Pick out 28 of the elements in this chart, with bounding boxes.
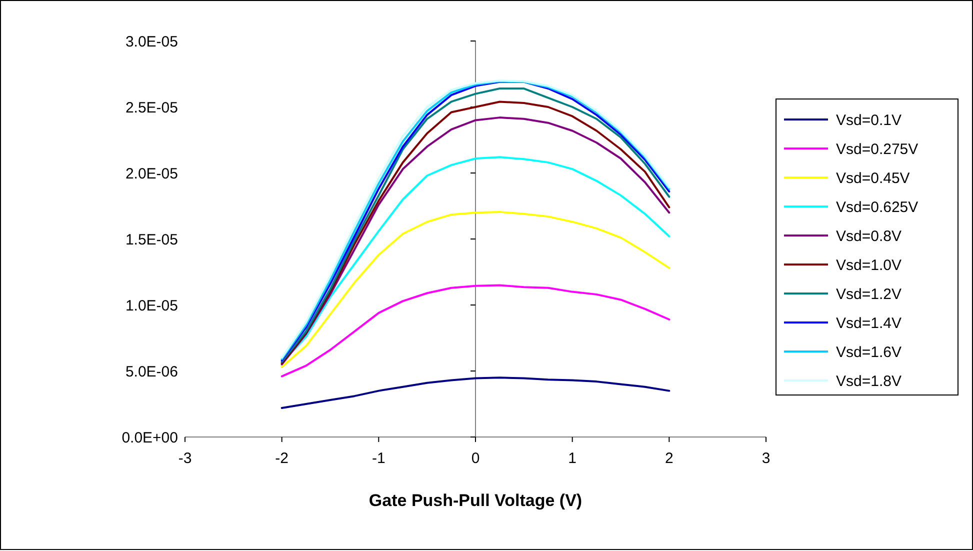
- legend-label: Vsd=0.1V: [836, 112, 902, 129]
- line-series: [280, 284, 670, 378]
- legend-label: Vsd=0.45V: [836, 170, 910, 187]
- line-series: [280, 376, 670, 409]
- legend-label: Vsd=1.0V: [836, 256, 902, 274]
- y-tick-label: 1.0E-05: [125, 297, 178, 314]
- legend-label: Vsd=1.4V: [836, 314, 902, 332]
- y-tick-label: 2.5E-05: [125, 99, 178, 116]
- legend-label: Vsd=1.8V: [836, 372, 902, 390]
- x-tick-label: -3: [178, 450, 192, 467]
- y-tick-label: 2.0E-05: [125, 165, 178, 182]
- x-tick-label: 2: [664, 450, 674, 467]
- x-tick-label: 3: [762, 450, 770, 467]
- x-tick-label: -2: [275, 450, 289, 467]
- x-tick-label: 0: [471, 450, 480, 467]
- legend-label: Vsd=1.2V: [836, 286, 902, 303]
- line-series: [280, 210, 670, 368]
- x-tick-label: -1: [372, 450, 386, 467]
- y-tick-label: 1.5E-05: [125, 231, 178, 248]
- y-tick-label: 0.0E+00: [122, 429, 178, 446]
- legend-label: Vsd=0.625V: [836, 198, 918, 216]
- y-tick-label: 5.0E-06: [125, 363, 178, 380]
- legend-label: Vsd=0.275V: [836, 140, 918, 158]
- legend-label: Vsd=1.6V: [836, 344, 902, 361]
- y-tick-label: 3.0E-05: [125, 33, 178, 50]
- x-tick-label: 1: [568, 450, 577, 467]
- x-axis-title: Gate Push-Pull Voltage (V): [368, 491, 582, 510]
- legend-label: Vsd=0.8V: [836, 228, 902, 245]
